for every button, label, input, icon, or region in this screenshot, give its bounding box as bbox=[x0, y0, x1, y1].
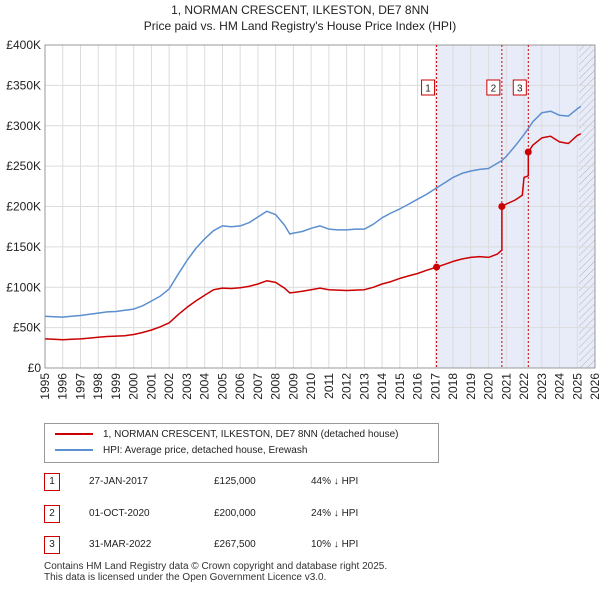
legend-swatch-property bbox=[55, 433, 93, 436]
sale-row-1: 1 27-JAN-2017 £125,000 44% ↓ HPI bbox=[44, 473, 464, 491]
sale-label-2: 2 bbox=[491, 84, 497, 95]
sale-point-1 bbox=[433, 263, 441, 271]
x-tick-label: 2008 bbox=[269, 373, 283, 400]
x-tick-label: 2016 bbox=[411, 373, 425, 400]
x-tick-label: 2025 bbox=[570, 373, 584, 400]
x-tick-label: 2022 bbox=[517, 373, 531, 400]
sale-point-3 bbox=[524, 148, 532, 156]
sale-label-1: 1 bbox=[425, 84, 431, 95]
x-tick-label: 2012 bbox=[340, 373, 354, 400]
x-tick-label: 2004 bbox=[198, 373, 212, 400]
x-tick-label: 2014 bbox=[375, 373, 389, 400]
sale-date: 31-MAR-2022 bbox=[89, 539, 152, 550]
x-tick-label: 2003 bbox=[180, 373, 194, 400]
x-tick-label: 2024 bbox=[553, 373, 567, 400]
y-tick-label: £250K bbox=[6, 159, 41, 173]
x-tick-label: 2007 bbox=[251, 373, 265, 400]
x-tick-label: 2023 bbox=[535, 373, 549, 400]
hpi-line bbox=[44, 105, 582, 318]
footer-copyright: Contains HM Land Registry data © Crown c… bbox=[44, 561, 388, 572]
x-tick-label: 1997 bbox=[73, 373, 87, 400]
x-tick-label: 2013 bbox=[357, 373, 371, 400]
sale-price: £125,000 bbox=[214, 476, 256, 487]
y-tick-label: £300K bbox=[6, 119, 41, 133]
y-tick-label: £100K bbox=[6, 280, 41, 294]
x-tick-label: 1995 bbox=[38, 373, 52, 400]
chart-subtitle: Price paid vs. HM Land Registry's House … bbox=[144, 19, 456, 33]
x-tick-label: 2017 bbox=[428, 373, 442, 400]
y-tick-label: £50K bbox=[13, 321, 41, 335]
sale-label-box-2 bbox=[486, 79, 501, 96]
legend-item-hpi: HPI: Average price, detached house, Erew… bbox=[55, 443, 307, 459]
x-tick-label: 2026 bbox=[588, 373, 600, 400]
x-tick-label: 2006 bbox=[233, 373, 247, 400]
y-tick-label: £0 bbox=[28, 361, 42, 375]
legend-item-property: 1, NORMAN CRESCENT, ILKESTON, DE7 8NN (d… bbox=[55, 427, 398, 443]
sale-marker-label: 1 bbox=[44, 473, 60, 491]
legend-label-hpi: HPI: Average price, detached house, Erew… bbox=[103, 445, 308, 456]
sale-label-box-1 bbox=[421, 79, 436, 96]
sale-price: £267,500 bbox=[214, 539, 256, 550]
sale-label-box-3 bbox=[512, 79, 527, 96]
footer: Contains HM Land Registry data © Crown c… bbox=[44, 561, 387, 583]
legend-label-property: 1, NORMAN CRESCENT, ILKESTON, DE7 8NN (d… bbox=[103, 429, 399, 440]
x-tick-label: 2015 bbox=[393, 373, 407, 400]
chart-title: 1, NORMAN CRESCENT, ILKESTON, DE7 8NN bbox=[171, 3, 429, 17]
sale-row-3: 3 31-MAR-2022 £267,500 10% ↓ HPI bbox=[44, 536, 464, 554]
plot-border bbox=[44, 44, 596, 369]
x-tick-label: 2010 bbox=[304, 373, 318, 400]
x-tick-label: 2011 bbox=[322, 373, 336, 399]
y-tick-label: £350K bbox=[6, 78, 41, 92]
y-tick-label: £400K bbox=[6, 38, 41, 52]
sale-date: 27-JAN-2017 bbox=[89, 476, 148, 487]
x-tick-label: 2021 bbox=[499, 373, 513, 400]
sale-row-2: 2 01-OCT-2020 £200,000 24% ↓ HPI bbox=[44, 505, 464, 523]
sale-label-3: 3 bbox=[517, 84, 523, 95]
x-tick-label: 1999 bbox=[109, 373, 123, 400]
y-tick-label: £200K bbox=[6, 200, 41, 214]
footer-licence: This data is licensed under the Open Gov… bbox=[44, 572, 327, 583]
sale-point-2 bbox=[498, 203, 506, 210]
sale-hpi-diff: 10% ↓ HPI bbox=[311, 539, 359, 550]
x-tick-label: 2000 bbox=[127, 373, 141, 400]
x-tick-label: 2001 bbox=[144, 373, 158, 400]
sale-price: £200,000 bbox=[214, 508, 256, 519]
x-tick-label: 2009 bbox=[286, 373, 300, 400]
x-tick-label: 2002 bbox=[162, 373, 176, 400]
sale-marker-label: 2 bbox=[44, 505, 60, 523]
x-tick-label: 2018 bbox=[446, 373, 460, 400]
x-tick-label: 2005 bbox=[215, 373, 229, 400]
y-tick-label: £150K bbox=[6, 240, 41, 254]
sale-hpi-diff: 24% ↓ HPI bbox=[311, 508, 359, 519]
x-tick-label: 2019 bbox=[464, 373, 478, 400]
sale-hpi-diff: 44% ↓ HPI bbox=[311, 476, 359, 487]
legend: 1, NORMAN CRESCENT, ILKESTON, DE7 8NN (d… bbox=[44, 423, 439, 463]
price-chart: 1, NORMAN CRESCENT, ILKESTON, DE7 8NN Pr… bbox=[6, 3, 600, 400]
legend-swatch-hpi bbox=[55, 449, 93, 452]
sale-marker-label: 3 bbox=[44, 536, 60, 554]
sale-date: 01-OCT-2020 bbox=[89, 508, 150, 519]
property-price-line bbox=[44, 133, 582, 341]
x-tick-label: 2020 bbox=[482, 373, 496, 400]
x-tick-label: 1996 bbox=[56, 373, 70, 400]
x-tick-label: 1998 bbox=[91, 373, 105, 400]
